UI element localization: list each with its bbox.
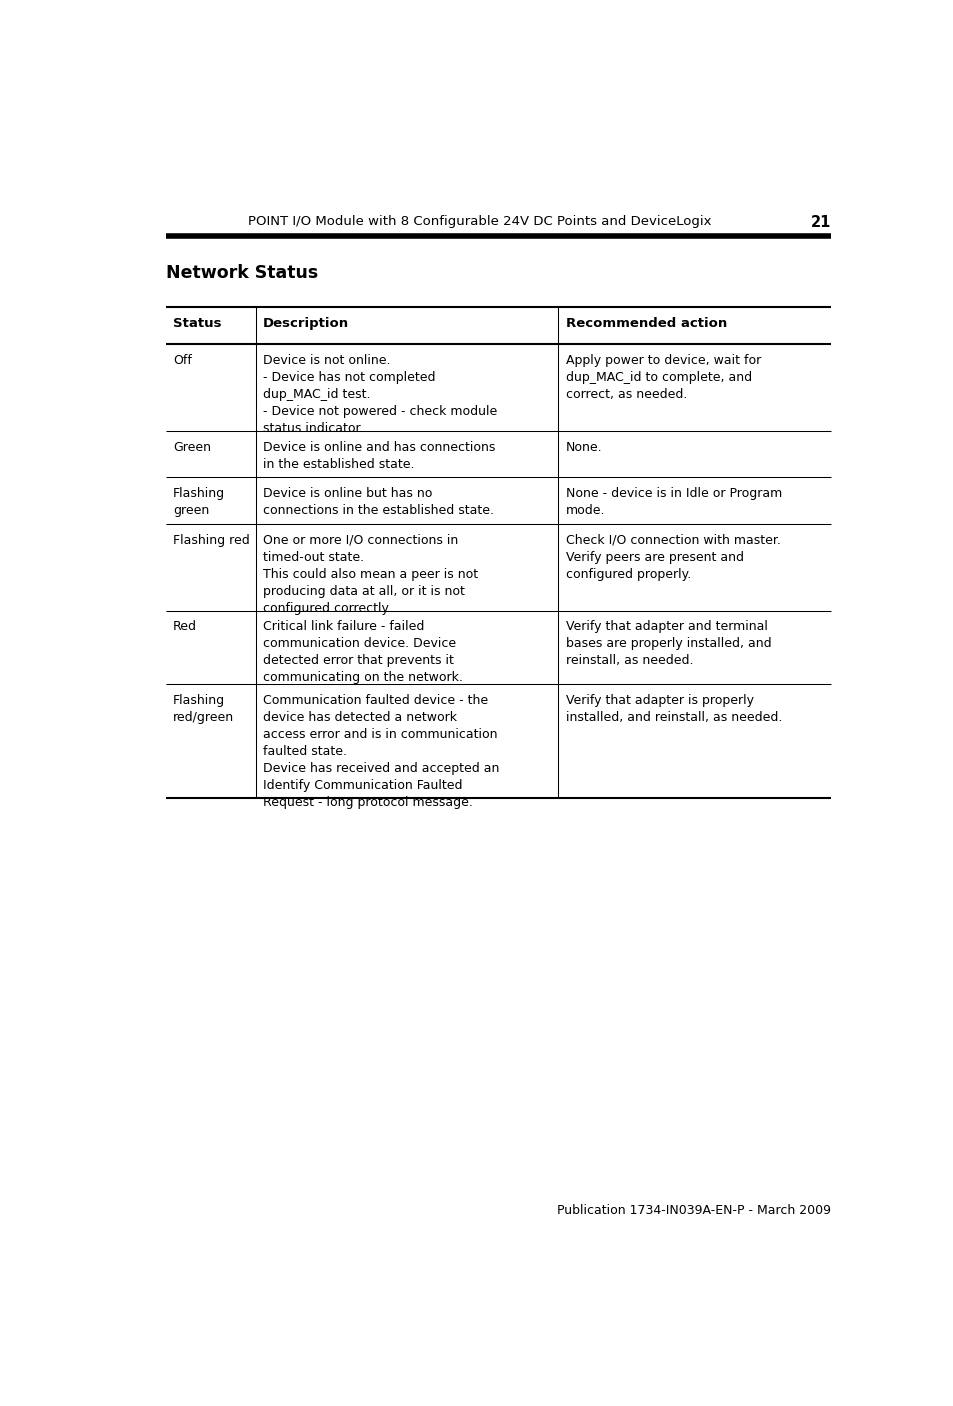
Text: Red: Red: [173, 620, 197, 634]
Text: Verify that adapter and terminal
bases are properly installed, and
reinstall, as: Verify that adapter and terminal bases a…: [565, 620, 771, 668]
Text: Apply power to device, wait for
dup_MAC_id to complete, and
correct, as needed.: Apply power to device, wait for dup_MAC_…: [565, 354, 760, 401]
Text: Off: Off: [173, 354, 192, 367]
Text: Green: Green: [173, 440, 211, 454]
Text: Check I/O connection with master.
Verify peers are present and
configured proper: Check I/O connection with master. Verify…: [565, 534, 780, 581]
Text: Device is online but has no
connections in the established state.: Device is online but has no connections …: [263, 486, 494, 517]
Text: POINT I/O Module with 8 Configurable 24V DC Points and DeviceLogix: POINT I/O Module with 8 Configurable 24V…: [248, 215, 711, 228]
Text: Critical link failure - failed
communication device. Device
detected error that : Critical link failure - failed communica…: [263, 620, 462, 685]
Text: None.: None.: [565, 440, 601, 454]
Text: Status: Status: [173, 316, 221, 330]
Text: 21: 21: [810, 215, 830, 231]
Text: Publication 1734-IN039A-EN-P - March 2009: Publication 1734-IN039A-EN-P - March 200…: [557, 1204, 830, 1216]
Text: One or more I/O connections in
timed-out state.
This could also mean a peer is n: One or more I/O connections in timed-out…: [263, 534, 477, 614]
Text: Flashing
green: Flashing green: [173, 486, 225, 517]
Text: Flashing red: Flashing red: [173, 534, 250, 547]
Text: Recommended action: Recommended action: [565, 316, 726, 330]
Text: Device is not online.
- Device has not completed
dup_MAC_id test.
- Device not p: Device is not online. - Device has not c…: [263, 354, 497, 434]
Text: Network Status: Network Status: [166, 264, 317, 283]
Text: None - device is in Idle or Program
mode.: None - device is in Idle or Program mode…: [565, 486, 781, 517]
Text: Verify that adapter is properly
installed, and reinstall, as needed.: Verify that adapter is properly installe…: [565, 693, 781, 724]
Text: Communication faulted device - the
device has detected a network
access error an: Communication faulted device - the devic…: [263, 693, 499, 808]
Text: Description: Description: [263, 316, 349, 330]
Text: Device is online and has connections
in the established state.: Device is online and has connections in …: [263, 440, 495, 471]
Text: Flashing
red/green: Flashing red/green: [173, 693, 234, 724]
